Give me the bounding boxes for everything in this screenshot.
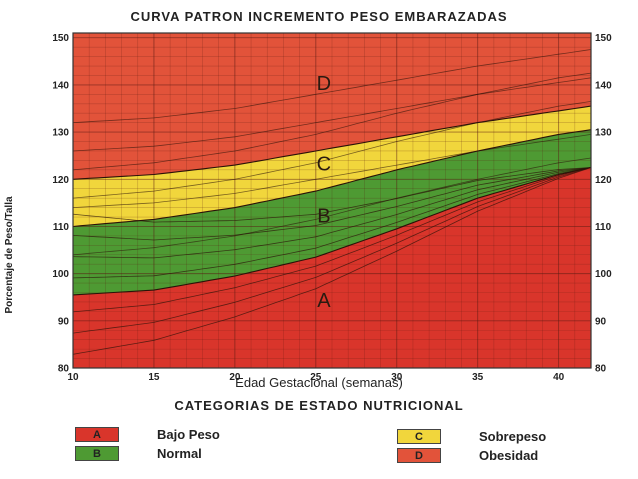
y-tick-label: 150 — [52, 33, 69, 44]
legend-swatch-a: A — [75, 427, 119, 442]
y-tick-label-right: 130 — [595, 128, 612, 139]
y-tick-label: 110 — [53, 222, 70, 233]
y-axis-label: Porcentaje de Peso/Talla — [4, 196, 15, 314]
reference-curve — [72, 77, 592, 152]
zone-label-b: B — [317, 205, 330, 227]
reference-curve — [72, 167, 592, 334]
reference-curve — [72, 167, 592, 223]
x-tick-label: 10 — [67, 372, 79, 383]
legend-swatch-b: B — [75, 446, 119, 461]
reference-curve — [72, 101, 592, 199]
reference-curve — [72, 167, 592, 355]
legend-swatch-d: D — [397, 448, 441, 463]
reference-curve — [72, 72, 592, 171]
x-tick-label: 25 — [310, 372, 322, 383]
y-axis-left: 80 90 100 110 120 130 140 150 — [52, 33, 69, 374]
y-tick-label: 130 — [52, 128, 69, 139]
legend-label-normal: Normal — [157, 446, 202, 461]
y-tick-label-right: 120 — [595, 175, 612, 186]
legend-label-bajo-peso: Bajo Peso — [157, 427, 220, 442]
y-tick-label: 80 — [58, 364, 70, 375]
reference-curve — [72, 167, 592, 279]
y-tick-label-right: 100 — [595, 269, 612, 280]
zone-label-c: C — [317, 153, 331, 175]
y-tick-label-right: 80 — [595, 364, 607, 375]
x-tick-label: 30 — [391, 372, 403, 383]
y-tick-label: 90 — [58, 316, 70, 327]
zone-b-area — [73, 129, 591, 295]
y-tick-label-right: 140 — [595, 80, 612, 91]
plot-frame — [72, 32, 592, 369]
zone-boundary-line — [72, 166, 592, 296]
reference-curve — [72, 49, 592, 123]
y-tick-label: 140 — [52, 80, 69, 91]
zone-c-area — [73, 106, 591, 227]
y-tick-label: 100 — [52, 269, 69, 280]
zone-areas — [73, 33, 591, 368]
x-axis-label: Edad Gestacional (semanas) — [235, 375, 403, 390]
reference-curve — [72, 167, 592, 259]
zone-boundary-line — [72, 105, 592, 180]
reference-curves — [72, 49, 592, 355]
legend-swatch-c: C — [397, 429, 441, 444]
zone-label-d: D — [317, 73, 331, 95]
zone-label-a: A — [317, 290, 331, 312]
zone-boundaries — [72, 105, 592, 296]
x-tick-label: 40 — [553, 372, 565, 383]
zone-boundary-line — [72, 129, 592, 228]
y-axis-right: 80 90 100 110 120 130 140 150 — [595, 33, 612, 374]
reference-curve — [72, 134, 592, 208]
reference-curve — [72, 167, 592, 313]
legend-label-obesidad: Obesidad — [479, 448, 539, 463]
legend-item-bajo-peso: A Bajo Peso — [75, 427, 220, 442]
x-tick-label: 20 — [229, 372, 241, 383]
x-tick-label: 35 — [472, 372, 484, 383]
y-tick-label-right: 90 — [595, 316, 607, 327]
y-tick-label-right: 150 — [595, 33, 612, 44]
legend-item-sobrepeso: C Sobrepeso — [397, 429, 546, 444]
chart-title: CURVA PATRON INCREMENTO PESO EMBARAZADAS — [130, 9, 508, 24]
x-axis: 10 15 20 25 30 35 40 — [67, 372, 564, 383]
zone-labels: A B C D — [317, 73, 332, 312]
zone-a-area — [73, 167, 591, 368]
legend-item-obesidad: D Obesidad — [397, 448, 538, 463]
reference-curve — [72, 167, 592, 241]
zone-d-area — [73, 33, 591, 180]
reference-curve — [72, 157, 592, 256]
y-tick-label: 120 — [52, 175, 69, 186]
legend-label-sobrepeso: Sobrepeso — [479, 429, 547, 444]
y-tick-label-right: 110 — [595, 222, 612, 233]
legend-title: CATEGORIAS DE ESTADO NUTRICIONAL — [174, 398, 464, 413]
legend-item-normal: B Normal — [75, 446, 202, 461]
x-tick-label: 15 — [148, 372, 160, 383]
